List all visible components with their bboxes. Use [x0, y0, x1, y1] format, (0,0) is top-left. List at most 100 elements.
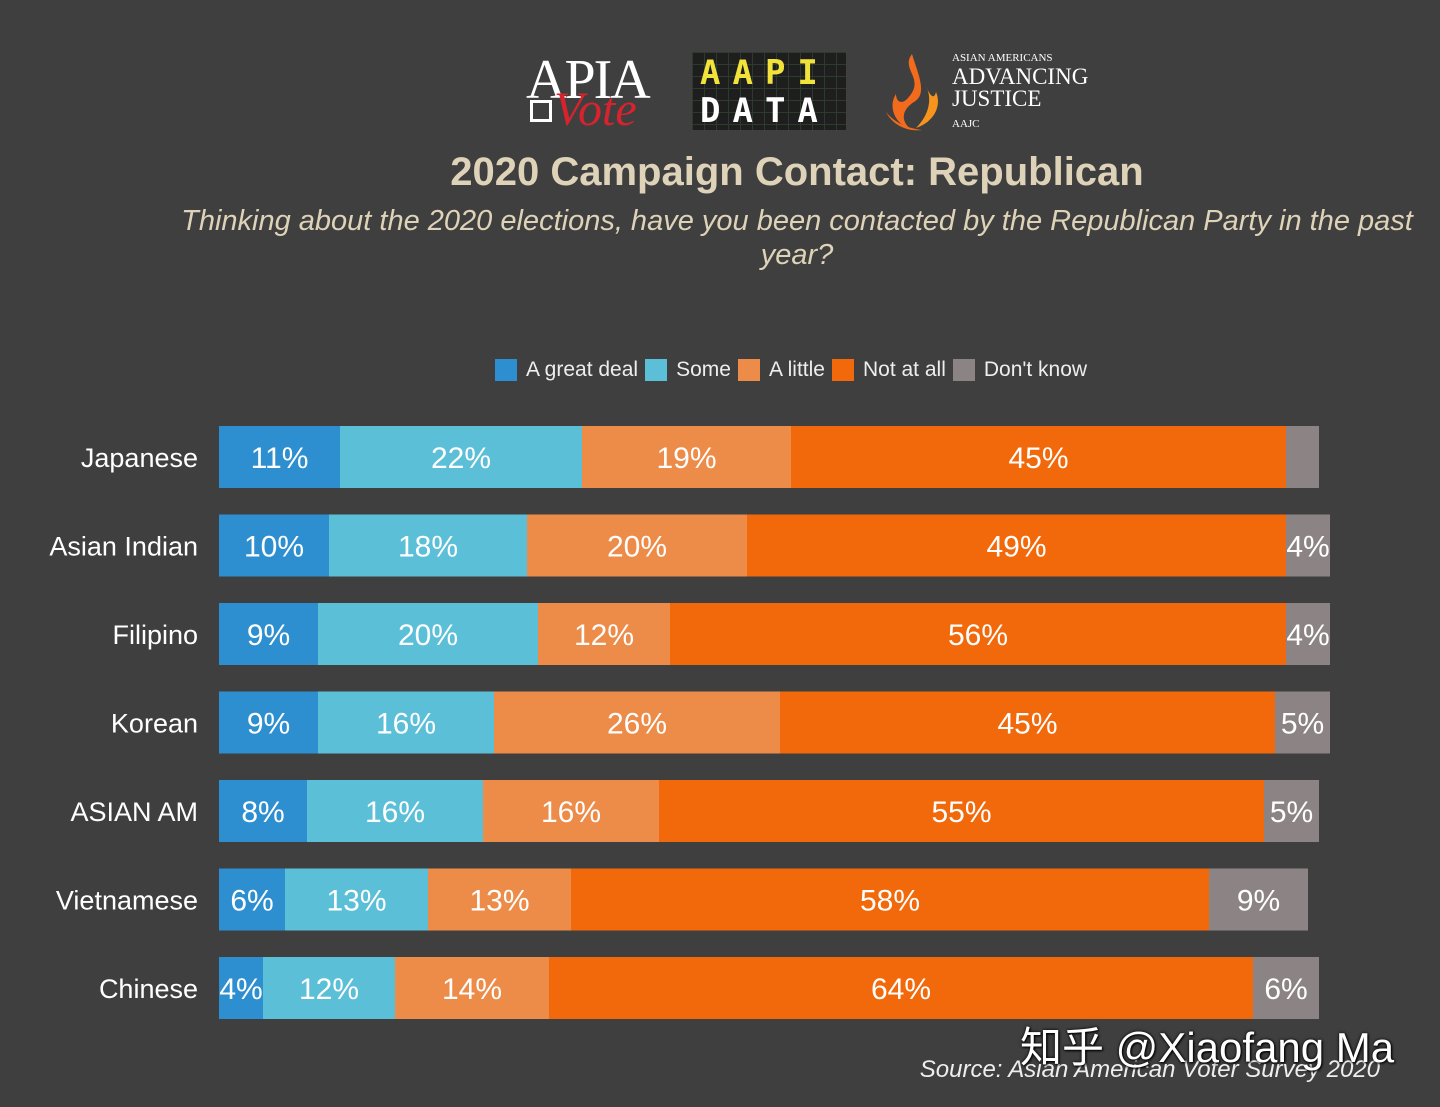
data-label: 11% [251, 442, 309, 475]
data-logo-text: DATA [700, 91, 830, 131]
data-label: 13% [326, 885, 386, 918]
data-label: 10% [244, 531, 304, 564]
legend-label: A little [768, 358, 825, 381]
data-label: 56% [948, 619, 1008, 652]
data-label: 9% [1237, 885, 1280, 918]
legend-swatch [645, 359, 668, 381]
vote-logo-text: Vote [554, 83, 637, 136]
category-label: Asian Indian [49, 532, 198, 562]
data-label: 6% [230, 885, 273, 918]
bar-segment [549, 957, 1253, 1019]
aajc-logo-line: JUSTICE [952, 86, 1042, 111]
legend-label: Some [676, 358, 731, 381]
bar-segment [318, 691, 494, 754]
data-label: 26% [607, 708, 667, 741]
bar-segment [219, 603, 318, 665]
source-note: Source: Asian American Voter Survey 2020 [919, 1056, 1380, 1083]
apia-vote-logo: APIA Vote [526, 48, 676, 136]
legend-item: A little [737, 358, 825, 382]
chart-title: 2020 Campaign Contact: Republican [450, 150, 1144, 194]
bar-segment [1286, 426, 1319, 488]
legend-item: Don't know [952, 358, 1087, 382]
bar-segment [1209, 868, 1308, 931]
bar-segment [307, 780, 483, 842]
bar-segment [747, 514, 1286, 577]
watermark: 知乎 @Xiaofang Ma [1020, 1024, 1395, 1071]
bar-segment [219, 868, 285, 931]
data-label: 5% [1270, 796, 1313, 829]
data-label: 4% [219, 973, 262, 1006]
legend-swatch [737, 359, 760, 381]
bar-segment [1275, 691, 1330, 754]
category-label: ASIAN AM [70, 797, 198, 827]
bar-segment [571, 868, 1209, 931]
bar-segment [1286, 514, 1330, 577]
category-label: Japanese [81, 443, 198, 473]
data-label: 20% [607, 531, 667, 564]
category-label: Vietnamese [56, 886, 198, 916]
legend-item: Some [645, 358, 731, 382]
bar-segment [263, 957, 395, 1019]
bar-segment [428, 868, 571, 931]
data-label: 4% [1286, 531, 1329, 564]
data-label: 12% [299, 973, 359, 1006]
bar-segment [659, 780, 1264, 842]
category-label: Filipino [112, 620, 198, 650]
data-label: 64% [871, 973, 931, 1006]
data-label: 14% [442, 973, 502, 1006]
data-label: 16% [541, 796, 601, 829]
bar-segment [219, 691, 318, 754]
data-label: 16% [365, 796, 425, 829]
data-label: 22% [431, 442, 491, 475]
chart-subtitle: Thinking about the 2020 elections, have … [181, 205, 1413, 271]
bar-segment [329, 514, 527, 577]
bar-segment [219, 780, 307, 842]
data-label: 20% [398, 619, 458, 652]
data-label: 13% [469, 885, 529, 918]
bar-segment [219, 514, 329, 577]
data-label: 6% [1264, 973, 1307, 1006]
bar-segment [340, 426, 582, 488]
chart-legend: A great deal Some A little Not at all Don't … [495, 357, 1094, 383]
logo-strip: APIA Vote AAPI DATA ASIAN AMERICANS ADVA… [520, 48, 1120, 138]
bar-segment [1253, 957, 1319, 1019]
bar-segment [780, 691, 1275, 754]
data-label: 12% [574, 619, 634, 652]
data-label: 4% [1286, 619, 1329, 652]
legend-label: Not at all [862, 358, 946, 381]
bar-segment [318, 603, 538, 665]
data-label: 5% [1281, 708, 1324, 741]
data-label: 45% [997, 708, 1057, 741]
aajc-logo-line: ASIAN AMERICANS [952, 52, 1053, 64]
legend-label: A great deal [526, 358, 639, 381]
bar-segment [527, 514, 747, 577]
data-label: 16% [376, 708, 436, 741]
bar-segment [395, 957, 549, 1019]
data-label: 49% [986, 531, 1046, 564]
bar-segment [538, 603, 670, 665]
bar-segment [670, 603, 1286, 665]
flame-icon [886, 54, 938, 131]
aajc-logo-line: AAJC [952, 118, 980, 130]
checkbox-icon [530, 100, 552, 122]
legend-item: Not at all [831, 358, 946, 382]
legend-swatch [952, 359, 975, 381]
bar-segment [1286, 603, 1330, 665]
aapi-logo-text: AAPI [700, 53, 830, 93]
legend-item: A great deal [495, 358, 638, 382]
data-label: 58% [860, 885, 920, 918]
aajc-logo: ASIAN AMERICANS ADVANCING JUSTICE AAJC [882, 48, 1122, 136]
data-label: 55% [931, 796, 991, 829]
category-label: Chinese [99, 974, 198, 1004]
bar-segment [219, 957, 263, 1019]
legend-swatch [831, 359, 854, 381]
bar-segment [494, 691, 780, 754]
data-label: 45% [1008, 442, 1068, 475]
bar-segment [582, 426, 791, 488]
legend-swatch [495, 359, 517, 381]
category-label: Korean [111, 709, 198, 739]
bar-segment [791, 426, 1286, 488]
aajc-logo-line: ADVANCING [952, 64, 1089, 89]
bar-segment [1264, 780, 1319, 842]
bar-segment [483, 780, 659, 842]
